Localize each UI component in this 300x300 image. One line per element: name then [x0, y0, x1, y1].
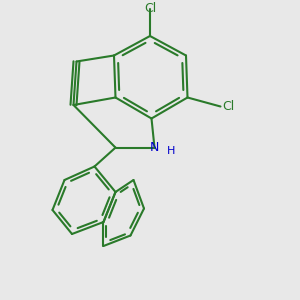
Text: Cl: Cl — [222, 100, 234, 113]
Text: H: H — [167, 146, 175, 156]
Text: Cl: Cl — [144, 2, 156, 16]
Text: N: N — [150, 141, 159, 154]
